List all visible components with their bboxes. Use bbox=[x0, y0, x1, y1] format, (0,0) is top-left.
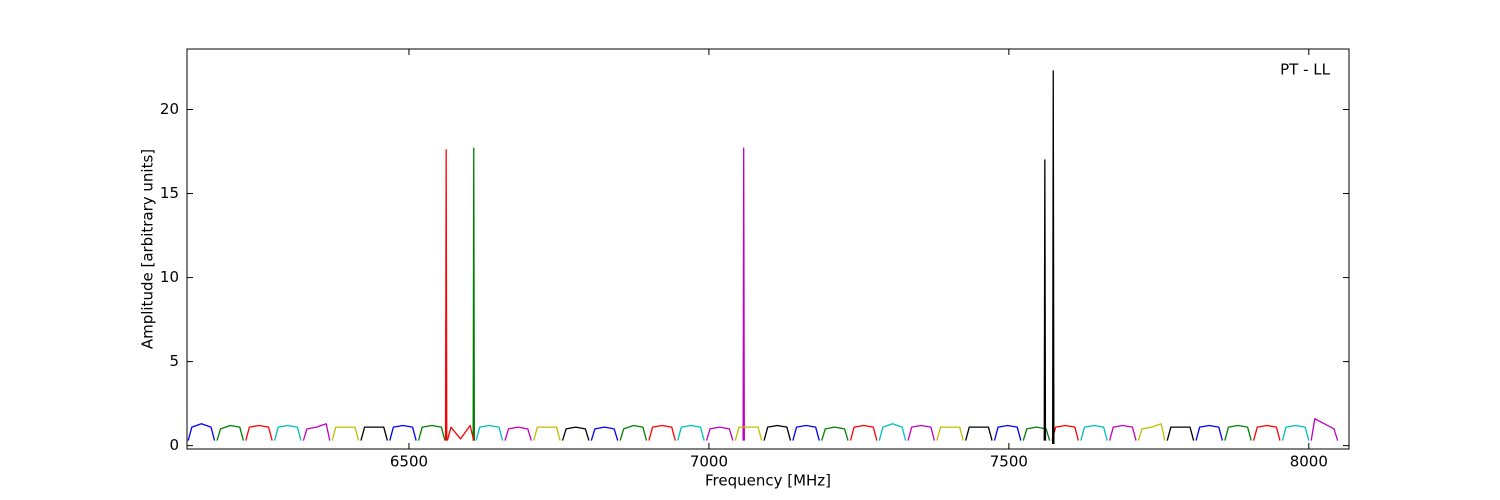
spectrum-line bbox=[1137, 423, 1166, 441]
y-axis-label: Amplitude [arbitrary units] bbox=[139, 149, 157, 349]
spectrum-line bbox=[965, 426, 993, 441]
spectrum-line bbox=[742, 147, 745, 441]
spectrum-line bbox=[1109, 424, 1137, 441]
spectrum-line bbox=[993, 424, 1022, 441]
x-tick-label: 7500 bbox=[990, 453, 1028, 471]
x-tick-label: 7000 bbox=[690, 453, 728, 471]
spectrum-line bbox=[705, 426, 734, 441]
spectrum-line bbox=[1195, 424, 1224, 441]
spectrum-line bbox=[273, 424, 302, 441]
spectrum-line bbox=[1080, 424, 1108, 441]
spectrum-line bbox=[619, 424, 648, 441]
y-tick-label: 0 bbox=[169, 436, 179, 454]
spectrum-line bbox=[1310, 418, 1339, 441]
spectrum-line bbox=[792, 424, 820, 441]
spectrum-line bbox=[907, 424, 936, 441]
spectrum-line bbox=[446, 424, 475, 441]
spectrum-line bbox=[1051, 424, 1080, 441]
spectrum-line bbox=[475, 424, 504, 441]
plot-frame bbox=[186, 48, 1350, 450]
spectrum-line bbox=[444, 149, 448, 441]
y-tick-label: 5 bbox=[169, 352, 179, 370]
x-tick-label: 6500 bbox=[390, 453, 428, 471]
spectrum-line bbox=[590, 426, 619, 441]
spectrum-line bbox=[1281, 424, 1310, 441]
spectrum-line bbox=[360, 426, 388, 441]
spectrum-line bbox=[504, 426, 532, 441]
annotation: PT - LL bbox=[1280, 61, 1331, 79]
spectrum-line bbox=[849, 424, 878, 441]
spectrum-line bbox=[533, 426, 561, 441]
x-tick-label: 8000 bbox=[1290, 453, 1328, 471]
spectrum-line bbox=[648, 424, 676, 441]
spectrum-line bbox=[1052, 70, 1055, 444]
spectrum-line bbox=[302, 423, 331, 441]
spectrum-line bbox=[187, 423, 216, 441]
y-tick-label: 10 bbox=[160, 268, 179, 286]
spectrum-line bbox=[561, 426, 590, 441]
spectrum-line bbox=[763, 424, 792, 441]
spectrum-line bbox=[216, 424, 245, 441]
spectrum-line bbox=[821, 426, 849, 441]
x-axis-label: Frequency [MHz] bbox=[705, 472, 831, 490]
spectrum-line bbox=[389, 424, 417, 441]
spectrum-line bbox=[677, 424, 705, 441]
spectrum-line bbox=[734, 426, 763, 441]
spectrum-line bbox=[936, 426, 964, 441]
spectrum-line bbox=[245, 424, 273, 441]
y-tick-label: 20 bbox=[160, 100, 179, 118]
spectrum-line bbox=[1022, 426, 1051, 441]
spectrum-line bbox=[878, 423, 907, 441]
spectrum-line bbox=[1224, 424, 1252, 441]
spectrum-line bbox=[417, 424, 446, 441]
spectrum-line bbox=[1043, 159, 1047, 441]
spectrum-line bbox=[472, 147, 475, 441]
spectrum-line bbox=[1166, 426, 1195, 441]
y-tick-label: 15 bbox=[160, 184, 179, 202]
spectrum-line bbox=[1252, 424, 1281, 441]
spectrum-line bbox=[331, 426, 360, 441]
